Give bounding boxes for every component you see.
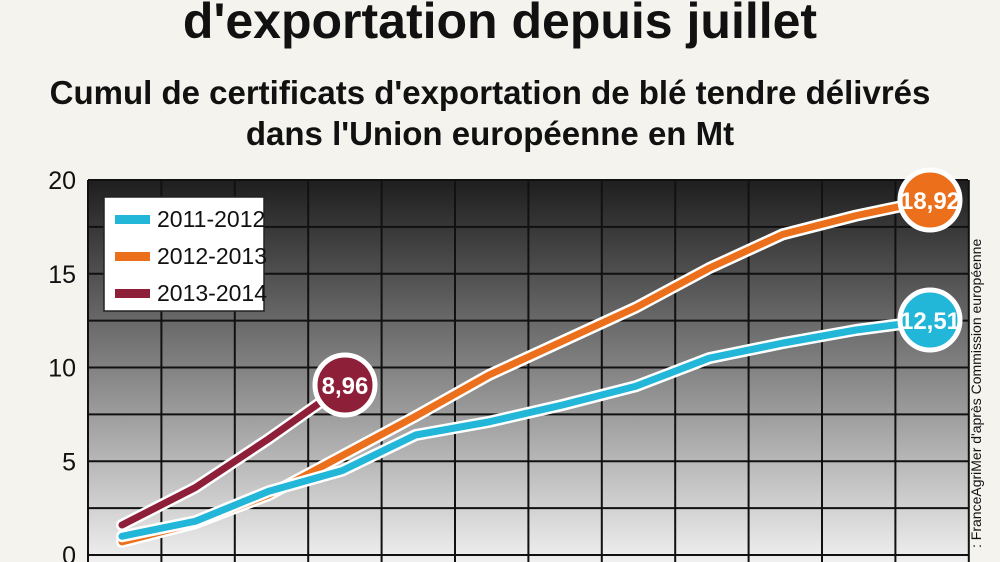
legend-label: 2013-2014 (157, 280, 267, 306)
series-line-2011-2012 (118, 316, 933, 540)
end-value-text: 12,51 (900, 308, 960, 335)
end-value-label: 18,92 (897, 167, 963, 233)
end-value-label: 8,96 (312, 352, 378, 418)
end-value-label: 12,51 (897, 287, 963, 353)
legend-label: 2012-2013 (157, 243, 267, 269)
legend-swatch (115, 289, 150, 298)
y-tick-label: 0 (62, 542, 76, 562)
end-value-bubble (897, 287, 963, 353)
legend-label: 2011-2012 (157, 206, 265, 232)
end-value-text: 18,92 (900, 188, 960, 215)
legend: 2011-2012 2012-2013 2013-2014 (103, 196, 267, 312)
series-line-2013-2014 (118, 383, 346, 529)
source-credit: : FranceAgriMer d'après Commission europ… (968, 238, 984, 548)
end-value-bubble (312, 352, 378, 418)
y-tick-label: 5 (62, 448, 76, 476)
legend-swatch (115, 252, 150, 261)
chart-subtitle: Cumul de certificats d'exportation de bl… (0, 72, 980, 154)
end-value-text: 8,96 (322, 373, 369, 400)
y-tick-label: 20 (48, 167, 76, 195)
chart-title: d'exportation depuis juillet (182, 0, 818, 49)
y-tick-label: 15 (48, 261, 76, 289)
end-value-bubble (897, 167, 963, 233)
y-tick-label: 10 (48, 355, 76, 383)
legend-swatch (115, 215, 150, 224)
subtitle-line-1: Cumul de certificats d'exportation de bl… (49, 74, 931, 111)
subtitle-line-2: dans l'Union européenne en Mt (245, 115, 735, 152)
